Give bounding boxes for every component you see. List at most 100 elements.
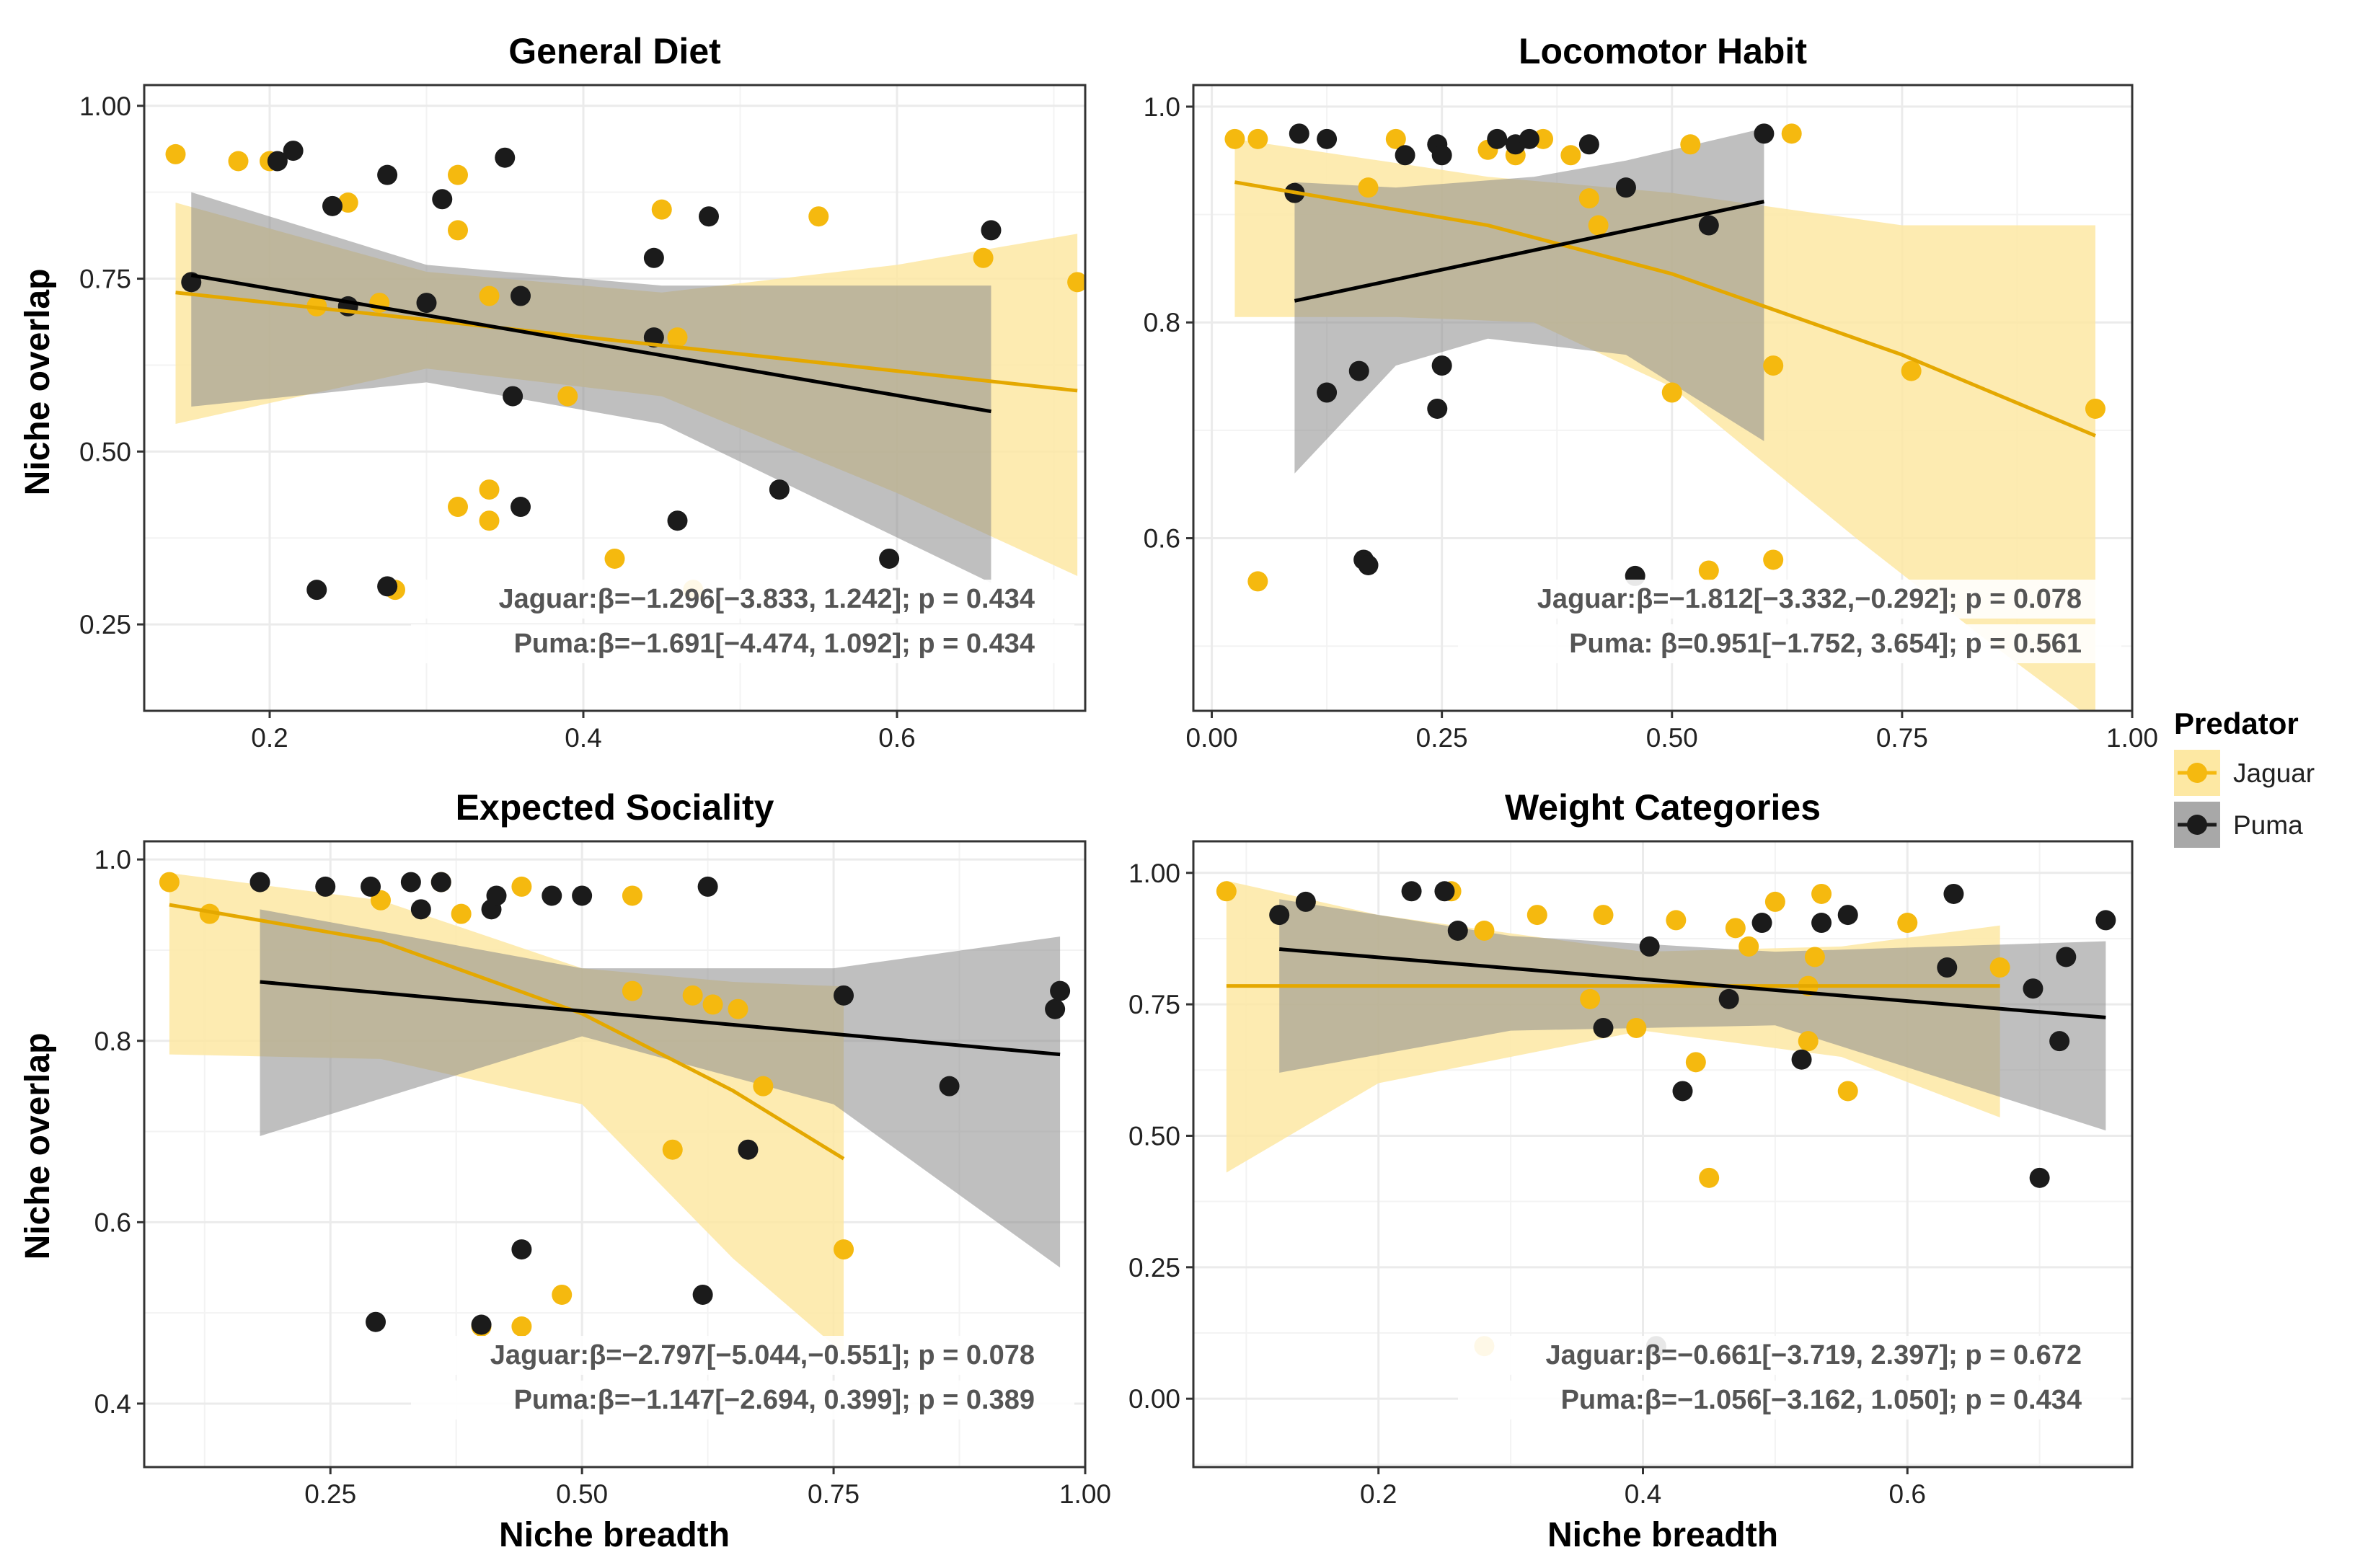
data-point-puma	[1487, 128, 1508, 149]
data-point-puma	[1295, 891, 1316, 912]
data-point-puma	[1672, 1081, 1693, 1102]
annotation-background	[1458, 1381, 2121, 1419]
data-point-jaguar	[834, 1239, 854, 1260]
plot-content	[1224, 123, 2106, 711]
fit-line-jaguar	[1234, 180, 2096, 438]
annotation-text: Jaguar:β=−2.797[−5.044,−0.551]; p = 0.07…	[490, 1340, 1035, 1370]
x-tick-label: 0.6	[1889, 1479, 1926, 1509]
data-point-jaguar	[1811, 883, 1832, 904]
data-point-jaguar	[1580, 988, 1601, 1009]
data-point-puma	[283, 141, 304, 161]
data-point-puma	[511, 1239, 532, 1260]
data-point-puma	[643, 247, 664, 268]
annotation-text: Jaguar:β=−0.661[−3.719, 2.397]; p = 0.67…	[1545, 1340, 2082, 1370]
data-point-puma	[1289, 123, 1309, 144]
data-point-jaguar	[1763, 549, 1784, 570]
fit-line-puma	[1278, 947, 2106, 1019]
data-point-jaguar	[1725, 918, 1746, 939]
data-point-jaguar	[1560, 145, 1581, 166]
data-point-puma	[692, 1284, 713, 1305]
plot-content	[1216, 880, 2116, 1357]
x-tick-label: 0.2	[251, 723, 288, 753]
x-tick-label: 1.00	[2106, 723, 2158, 753]
data-point-puma	[2056, 947, 2077, 967]
y-axis-label-bottom: Niche overlap	[19, 1033, 57, 1260]
panel-frame	[143, 84, 1087, 712]
panel-frame	[1192, 840, 2134, 1469]
y-tick-label: 0.4	[94, 1389, 131, 1419]
y-tick-label: 0.75	[1128, 990, 1180, 1019]
data-point-puma	[410, 899, 431, 920]
annotation-text: Puma:β=−1.056[−3.162, 1.050]; p = 0.434	[1561, 1385, 2082, 1415]
data-point-puma	[1811, 913, 1832, 934]
data-point-puma	[699, 206, 719, 227]
data-point-puma	[416, 293, 437, 314]
fit-line-jaguar	[175, 291, 1078, 393]
data-point-puma	[1698, 215, 1719, 236]
data-point-jaguar	[662, 1139, 683, 1160]
data-point-puma	[511, 285, 531, 306]
y-tick-label: 0.00	[1128, 1384, 1180, 1414]
data-point-puma	[879, 548, 900, 569]
annotation-background	[1458, 580, 2121, 619]
data-point-puma	[377, 164, 398, 185]
data-point-puma	[432, 189, 453, 210]
data-point-puma	[738, 1139, 759, 1160]
data-point-jaguar	[682, 985, 703, 1006]
x-axis-label-right: Niche breadth	[1547, 1516, 1778, 1554]
data-point-puma	[1045, 998, 1066, 1019]
data-point-jaguar	[1837, 1081, 1858, 1102]
annotation-text: Puma:β=−1.691[−4.474, 1.092]; p = 0.434	[514, 629, 1035, 659]
data-point-jaguar	[1698, 560, 1719, 581]
data-point-jaguar	[1680, 134, 1701, 155]
y-tick-label: 1.0	[1144, 92, 1180, 122]
data-point-jaguar	[1385, 128, 1406, 149]
data-point-puma	[542, 885, 562, 906]
data-point-jaguar	[1578, 188, 1599, 209]
data-point-puma	[1395, 145, 1415, 166]
fit-line-puma	[260, 980, 1061, 1057]
data-point-jaguar	[702, 994, 723, 1015]
data-point-jaguar	[1593, 905, 1614, 926]
data-point-jaguar	[1661, 382, 1682, 403]
data-point-puma	[1447, 921, 1468, 941]
data-point-puma	[1050, 980, 1071, 1001]
panel-title: General Diet	[508, 31, 721, 71]
legend-key-jaguar	[2174, 750, 2220, 796]
data-point-puma	[1718, 988, 1739, 1009]
y-tick-label: 0.8	[1144, 308, 1180, 337]
data-point-jaguar	[1763, 355, 1784, 376]
x-tick-label: 0.50	[1646, 723, 1698, 753]
data-point-jaguar	[651, 199, 672, 220]
y-tick-label: 0.8	[94, 1027, 131, 1056]
data-point-puma	[834, 985, 854, 1006]
data-point-puma	[1593, 1017, 1614, 1038]
legend: Predator Jaguar Puma	[2174, 707, 2315, 848]
data-point-puma	[503, 386, 523, 407]
data-point-jaguar	[667, 327, 688, 348]
confidence-band-puma	[1294, 128, 1764, 474]
data-point-puma	[2029, 1167, 2050, 1188]
data-point-jaguar	[448, 220, 468, 241]
y-tick-label: 1.0	[94, 845, 131, 874]
data-point-jaguar	[552, 1284, 573, 1305]
y-tick-label: 1.00	[79, 92, 131, 121]
data-point-jaguar	[1067, 272, 1085, 293]
data-point-jaguar	[337, 192, 358, 213]
data-point-jaguar	[1224, 128, 1245, 149]
legend-label-puma: Puma	[2233, 810, 2303, 840]
data-point-jaguar	[199, 903, 220, 924]
x-tick-label: 0.25	[1416, 723, 1468, 753]
x-tick-label: 0.75	[808, 1479, 860, 1509]
plot-content	[165, 141, 1085, 601]
x-tick-label: 0.2	[1360, 1479, 1397, 1509]
data-point-jaguar	[1666, 910, 1687, 931]
confidence-band-puma	[1279, 899, 2106, 1131]
data-point-puma	[1615, 177, 1636, 198]
y-tick-label: 0.75	[79, 265, 131, 294]
data-point-jaguar	[479, 479, 500, 500]
annotation-text: Puma:β=−1.147[−2.694, 0.399]; p = 0.389	[514, 1385, 1035, 1415]
data-point-puma	[1317, 128, 1338, 149]
data-point-puma	[1519, 128, 1539, 149]
